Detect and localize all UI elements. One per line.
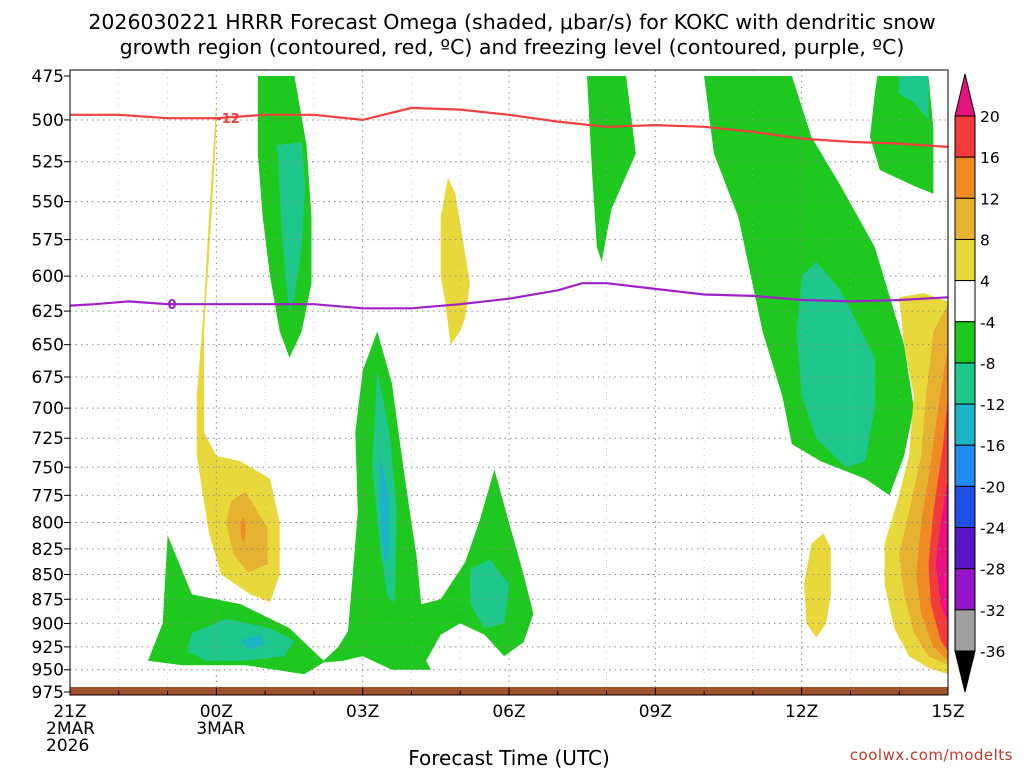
- omega-region-4: [796, 261, 875, 468]
- chart-title-line2: growth region (contoured, red, ºC) and f…: [120, 35, 905, 59]
- y-tick-label-850: 850: [32, 565, 64, 585]
- y-tick-label-725: 725: [32, 429, 64, 449]
- colorbar-label-16: 16: [980, 149, 1000, 167]
- y-tick-label-775: 775: [32, 486, 64, 506]
- colorbar-label-12: 12: [980, 190, 1000, 208]
- x-tick-label-03Z: 03Z: [346, 702, 379, 722]
- colorbar-band-20: [954, 115, 976, 158]
- colorbar-band-12: [954, 197, 976, 240]
- colorbar-label--20: -20: [980, 478, 1005, 496]
- omega-region-11: [148, 331, 534, 675]
- colorbar-label--28: -28: [980, 561, 1005, 579]
- y-tick-label-675: 675: [32, 368, 64, 388]
- y-tick-label-925: 925: [32, 638, 64, 658]
- dgz-minus12-contour-label: -12: [216, 112, 240, 127]
- y-tick-label-525: 525: [32, 153, 64, 173]
- omega-region-2: [587, 76, 636, 262]
- dgz-minus12-contour: [70, 106, 948, 148]
- omega-region-12: [187, 618, 295, 661]
- y-tick-label-575: 575: [32, 231, 64, 251]
- omega-region-16: [470, 559, 509, 629]
- colorbar-band--4: [954, 321, 976, 364]
- y-tick-label-550: 550: [32, 193, 64, 213]
- x-tick-sublabel-2026: 2026: [46, 736, 89, 756]
- colorbar-label--16: -16: [980, 437, 1005, 455]
- freezing-level-contour: [70, 282, 948, 310]
- omega-region-15: [379, 455, 390, 565]
- y-tick-label-500: 500: [32, 111, 64, 131]
- chart-title-line1: 2026030221 HRRR Forecast Omega (shaded, …: [88, 10, 935, 34]
- x-tick-label-09Z: 09Z: [639, 702, 672, 722]
- omega-region-13: [240, 634, 266, 650]
- colorbar-label--24: -24: [980, 520, 1005, 538]
- y-tick-label-950: 950: [32, 661, 64, 681]
- omega-region-1: [277, 141, 306, 312]
- colorbar-label-4: 4: [980, 273, 990, 291]
- omega-region-22: [935, 478, 948, 624]
- omega-shading: [148, 76, 948, 675]
- colorbar: 20 16 12 8 4 -4 -8 -12 -16 -20 -24 -28 -32 -36: [954, 73, 1005, 693]
- y-tick-label-800: 800: [32, 514, 64, 534]
- colorbar-band--12: [954, 403, 976, 446]
- colorbar-band--8: [954, 362, 976, 405]
- y-tick-label-750: 750: [32, 458, 64, 478]
- freezing-level-contour-label: 0: [168, 298, 177, 313]
- colorbar-band-4: [954, 280, 976, 323]
- colorbar-top-arrow: [954, 73, 976, 117]
- omega-region-8: [226, 492, 268, 573]
- colorbar-label-20: 20: [980, 108, 1000, 126]
- x-tick-sublabel-2MAR: 2MAR: [46, 719, 95, 739]
- colorbar-band--24: [954, 527, 976, 570]
- y-tick-label-975: 975: [32, 683, 64, 703]
- y-axis: 475 500 525 550 575 600 625 650 675 700 725 750 775 8…: [32, 67, 70, 703]
- y-tick-label-900: 900: [32, 614, 64, 634]
- x-tick-label-21Z: 21Z: [53, 702, 86, 722]
- y-tick-label-700: 700: [32, 399, 64, 419]
- colorbar-band-16: [954, 156, 976, 199]
- x-axis-label: Forecast Time (UTC): [408, 746, 610, 768]
- y-tick-label-650: 650: [32, 336, 64, 356]
- y-tick-label-875: 875: [32, 590, 64, 610]
- omega-region-6: [899, 76, 929, 120]
- colorbar-band--28: [954, 568, 976, 611]
- colorbar-band--20: [954, 485, 976, 529]
- y-tick-label-625: 625: [32, 302, 64, 322]
- colorbar-band--32: [954, 609, 976, 652]
- y-tick-label-475: 475: [32, 67, 64, 87]
- temperature-contours: -12 0: [70, 106, 948, 313]
- colorbar-label--12: -12: [980, 396, 1005, 414]
- y-tick-label-600: 600: [32, 267, 64, 287]
- colorbar-label-8: 8: [980, 231, 990, 249]
- x-tick-sublabel-3MAR: 3MAR: [196, 719, 245, 739]
- omega-region-9: [240, 517, 246, 544]
- colorbar-band--16: [954, 444, 976, 487]
- omega-region-17: [804, 533, 831, 638]
- colorbar-label--32: -32: [980, 602, 1005, 620]
- credit-link[interactable]: coolwx.com/modelts: [850, 746, 1013, 764]
- colorbar-band-8: [954, 238, 976, 282]
- x-tick-label-00Z: 00Z: [200, 702, 233, 722]
- x-tick-label-12Z: 12Z: [785, 702, 818, 722]
- colorbar-label--36: -36: [980, 643, 1005, 661]
- x-tick-label-06Z: 06Z: [492, 702, 525, 722]
- y-tick-label-825: 825: [32, 540, 64, 560]
- colorbar-label--8: -8: [980, 355, 995, 373]
- colorbar-label--4: -4: [980, 314, 995, 332]
- colorbar-bottom-arrow: [954, 650, 976, 693]
- omega-region-7: [196, 102, 280, 603]
- x-tick-label-15Z: 15Z: [931, 702, 964, 722]
